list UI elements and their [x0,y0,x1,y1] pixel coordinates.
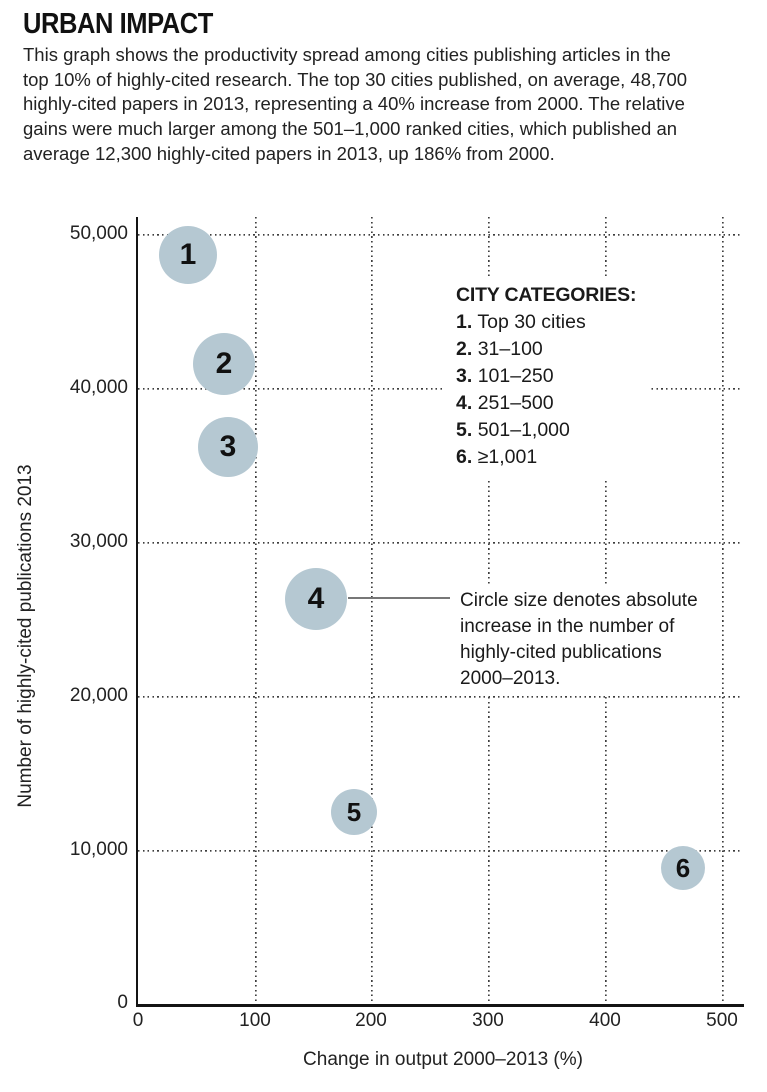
bubble-top-30-cities: 1 [159,226,217,284]
legend-item-label: 101–250 [477,365,554,387]
annotation-line: 2000–2013. [460,668,561,689]
legend-item: 3. 101–250 [456,363,636,390]
gridline-h-20000 [138,696,742,698]
legend-item-number: 5. [456,419,473,441]
bubble-label: 5 [346,796,362,827]
bubble-501-1000: 5 [331,789,377,835]
legend-item-number: 3. [456,365,473,387]
legend-item-label: ≥1,001 [477,446,538,468]
gridline-v-500 [722,217,724,1004]
caption-line: top 10% of highly-cited research. The to… [23,68,688,90]
caption-line: gains were much larger among the 501–1,0… [23,118,678,140]
bubble-label: 6 [675,852,691,883]
x-axis-title: Change in output 2000–2013 (%) [303,1049,583,1070]
legend-item: 5. 501–1,000 [456,417,636,444]
bubble-31-100: 2 [193,333,255,395]
x-tick-300: 300 [472,1010,504,1031]
y-tick-30000: 30,000 [69,531,128,552]
legend-item: 2. 31–100 [456,336,636,363]
bubble-ge-1001: 6 [661,846,705,890]
gridline-h-10000 [138,850,742,852]
legend-item-label: Top 30 cities [477,311,586,333]
legend-item-number: 2. [456,338,473,360]
legend-item-number: 1. [456,311,473,333]
legend-header: CITY CATEGORIES: [456,284,637,306]
x-tick-100: 100 [239,1010,271,1031]
gridline-h-40000 [138,388,742,390]
bubble-label: 3 [219,430,237,463]
plot-area: 1 2 3 4 5 6 [136,217,744,1007]
y-axis-title: Number of highly-cited publications 2013 [15,464,36,808]
bubble-label: 1 [179,238,197,271]
caption-line: average 12,300 highly-cited papers in 20… [23,142,555,164]
bubble-label: 4 [307,582,325,615]
legend-item-number: 4. [456,392,473,414]
x-tick-0: 0 [132,1010,144,1031]
annotation-line: highly-cited publications [460,642,662,663]
figure-title: URBAN IMPACT [23,8,213,40]
annotation-line: Circle size denotes absolute [460,590,698,611]
x-tick-200: 200 [355,1010,387,1031]
bubble-101-250: 3 [198,417,258,477]
bubble-251-500: 4 [285,568,347,630]
annotation-line: increase in the number of [460,616,675,637]
gridline-h-50000 [138,234,742,236]
legend-item-number: 6. [456,446,473,468]
x-tick-500: 500 [706,1010,738,1031]
legend-item-label: 501–1,000 [477,419,570,441]
legend-item-label: 251–500 [477,392,554,414]
caption-line: This graph shows the productivity spread… [23,44,671,65]
gridline-h-30000 [138,542,742,544]
legend-item-label: 31–100 [477,338,543,360]
x-tick-400: 400 [589,1010,621,1031]
legend-item: 4. 251–500 [456,390,636,417]
legend-city-categories: CITY CATEGORIES: 1. Top 30 cities 2. 31–… [444,276,651,481]
gridline-v-200 [371,217,373,1004]
caption-line: highly-cited papers in 2013, representin… [23,93,685,115]
y-tick-0: 0 [117,992,128,1013]
figure-caption: This graph shows the productivity spread… [23,43,687,167]
bubble-label: 2 [215,347,233,380]
y-tick-20000: 20,000 [69,685,128,706]
y-tick-10000: 10,000 [69,839,128,860]
annotation-connector-line [348,597,450,599]
y-tick-40000: 40,000 [69,377,128,398]
circle-size-annotation: Circle size denotes absolute increase in… [456,586,708,696]
legend-item: 6. ≥1,001 [456,444,636,471]
y-tick-50000: 50,000 [69,223,128,244]
legend-item: 1. Top 30 cities [456,309,636,336]
gridline-v-100 [255,217,257,1004]
